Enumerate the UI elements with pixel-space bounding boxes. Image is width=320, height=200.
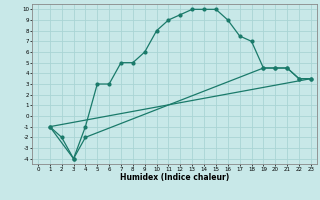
X-axis label: Humidex (Indice chaleur): Humidex (Indice chaleur)	[120, 173, 229, 182]
